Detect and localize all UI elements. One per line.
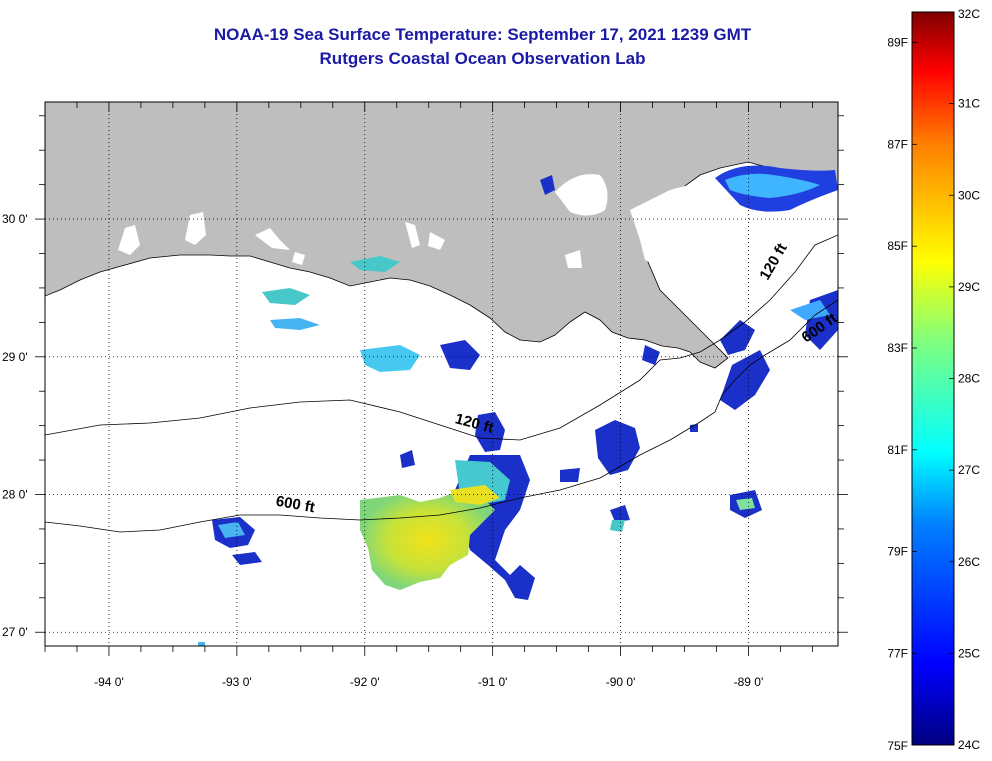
lon-tick-label: -93 0' [222, 675, 252, 689]
map-title: NOAA-19 Sea Surface Temperature: Septemb… [213, 25, 752, 44]
lon-tick-label: -90 0' [606, 675, 636, 689]
contour-600ft [45, 299, 838, 533]
colorbar-fahrenheit-label: 79F [887, 545, 908, 559]
colorbar-celsius-label: 28C [958, 372, 980, 386]
colorbar-celsius-label: 31C [958, 97, 980, 111]
lat-tick-label: 30 0' [2, 212, 28, 226]
land-area [45, 102, 838, 369]
lat-tick-label: 27 0' [2, 625, 28, 639]
lat-tick-label: 28 0' [2, 488, 28, 502]
colorbar-fahrenheit-label: 89F [887, 36, 908, 50]
colorbar-fahrenheit-label: 85F [887, 239, 908, 253]
map-subtitle: Rutgers Coastal Ocean Observation Lab [319, 49, 646, 68]
lon-tick-label: -91 0' [478, 675, 508, 689]
colorbar-fahrenheit-label: 83F [887, 341, 908, 355]
lake [630, 182, 720, 268]
colorbar-fahrenheit-label: 75F [887, 739, 908, 753]
colorbar-celsius-label: 29C [958, 280, 980, 294]
axis-ticks [35, 102, 848, 656]
colorbar-fahrenheit-label: 81F [887, 443, 908, 457]
colorbar-celsius-label: 26C [958, 555, 980, 569]
lon-tick-label: -94 0' [94, 675, 124, 689]
lon-tick-label: -92 0' [350, 675, 380, 689]
contour-120ft [45, 234, 838, 441]
lake [118, 225, 140, 255]
lake [555, 174, 608, 216]
colorbar-celsius-label: 32C [958, 7, 980, 21]
lon-tick-label: -89 0' [734, 675, 764, 689]
lake [565, 250, 582, 268]
grid-lines [45, 102, 838, 646]
map-frame [44, 101, 839, 647]
colorbar-labels: 32C 31C 30C 29C 28C 27C 26C 25C 24C 89F 87F 85F 83F 8… [887, 7, 980, 753]
colorbar-fahrenheit-label: 87F [887, 137, 908, 151]
lake [405, 222, 420, 248]
sst-patches [198, 165, 838, 646]
colorbar-celsius-label: 24C [958, 738, 980, 752]
lake [292, 252, 305, 265]
lake [185, 212, 206, 245]
axis-labels: -94 0' -93 0' -92 0' -91 0' -90 0' -89 0' 30 0… [2, 212, 763, 689]
colorbar-fahrenheit-label: 77F [887, 646, 908, 660]
contour-label: 600 ft [275, 493, 317, 517]
lake [255, 228, 290, 250]
colorbar [911, 11, 955, 746]
colorbar-celsius-label: 30C [958, 188, 980, 202]
colorbar-celsius-label: 25C [958, 646, 980, 660]
lake [428, 232, 445, 250]
lat-tick-label: 29 0' [2, 350, 28, 364]
colorbar-celsius-label: 27C [958, 463, 980, 477]
lake [735, 195, 838, 290]
